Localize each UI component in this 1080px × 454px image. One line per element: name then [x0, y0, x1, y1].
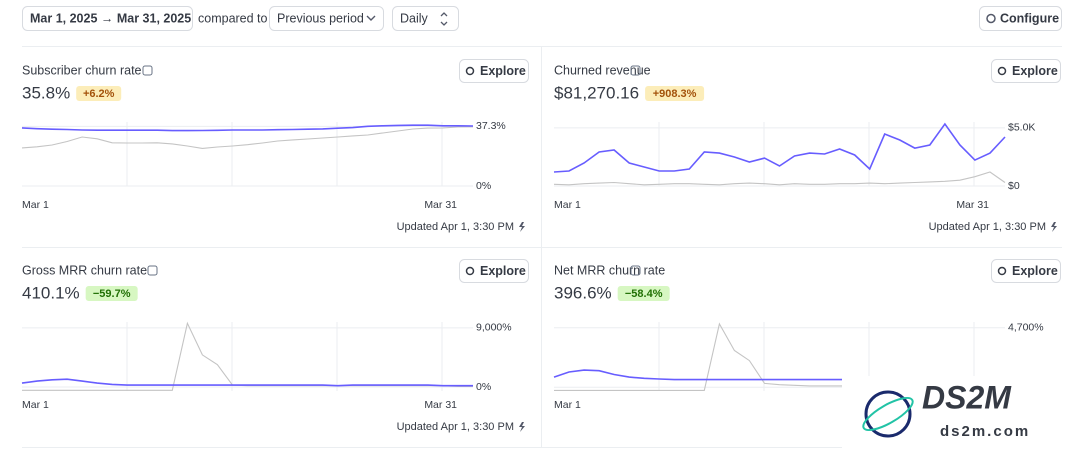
watermark-url: ds2m.com — [940, 423, 1030, 440]
explore: Explore — [1012, 264, 1058, 278]
info-icon — [630, 65, 641, 76]
updown-icon — [440, 12, 448, 26]
watermark: DS2M ds2m.com — [842, 376, 1080, 449]
bolt-icon — [1051, 222, 1057, 232]
y-tick-label: 4,700% — [1008, 321, 1044, 333]
series-line — [21, 378, 473, 387]
y-tick-label: 0% — [476, 180, 491, 192]
updated: Updated Apr 1, 3:30 PM — [397, 221, 514, 233]
toolbar: Mar 1, 2025 → Mar 31, 2025 compared to P… — [22, 6, 1062, 31]
series-line — [553, 171, 1006, 186]
change: −58.4% — [625, 288, 663, 300]
x-tick-label: Mar 1 — [22, 399, 49, 411]
series-line — [553, 122, 1006, 173]
change-badge — [85, 286, 138, 301]
change-badge — [617, 286, 670, 301]
y-tick-label: $0 — [1008, 180, 1020, 192]
gear-icon — [986, 13, 996, 24]
binoculars-icon — [465, 66, 475, 76]
watermark-title: DS2M — [922, 379, 1012, 415]
updated: Updated Apr 1, 3:30 PM — [397, 421, 514, 433]
binoculars-icon — [465, 266, 475, 276]
explore-button[interactable] — [459, 259, 529, 283]
x-tick-label: Mar 31 — [424, 199, 457, 211]
explore-button[interactable] — [991, 259, 1061, 283]
change-badge — [645, 86, 705, 101]
x-tick-label: Mar 31 — [424, 399, 457, 411]
change-badge — [76, 86, 122, 101]
interval: Daily — [400, 11, 429, 25]
configure-button[interactable] — [979, 6, 1062, 31]
explore: Explore — [1012, 64, 1058, 78]
explore-button[interactable] — [459, 59, 529, 83]
bolt-icon — [519, 222, 525, 232]
metric-value: $81,270.16 — [554, 83, 639, 102]
panel-title: Churned revenue — [554, 63, 651, 77]
metric-value: 396.6% — [554, 283, 612, 302]
metric-value: 35.8% — [22, 83, 70, 102]
explore: Explore — [480, 64, 526, 78]
binoculars-icon — [997, 66, 1007, 76]
chevron — [366, 15, 376, 21]
bolt-icon — [519, 422, 525, 432]
y-tick-label: $5.0K — [1008, 122, 1035, 134]
updated: Updated Apr 1, 3:30 PM — [929, 221, 1046, 233]
series-line — [21, 126, 474, 149]
change: +908.3% — [653, 88, 697, 100]
panel: Subscriber churn rate 35.8% +6.2% Explore Up… — [21, 59, 529, 233]
y-tick-label: 37.3% — [476, 120, 506, 132]
metric-value: 410.1% — [22, 283, 80, 302]
x-tick-label: Mar 1 — [554, 399, 581, 411]
x-tick-label: Mar 1 — [554, 199, 581, 211]
y-tick-label: 0% — [476, 381, 491, 393]
interval-select[interactable] — [392, 6, 459, 31]
explore: Explore — [480, 264, 526, 278]
x-tick-label: Mar 31 — [956, 199, 989, 211]
series-line — [22, 321, 473, 391]
change: −59.7% — [93, 288, 131, 300]
watermark-orbit — [862, 396, 914, 432]
panel-title: Net MRR churn rate — [554, 263, 665, 277]
panel: Gross MRR churn rate 410.1% −59.7% Explore U… — [21, 259, 529, 433]
compared-to: compared to — [198, 11, 268, 25]
info-icon — [147, 265, 158, 276]
watermark-bg — [842, 376, 1080, 449]
explore-button[interactable] — [991, 59, 1061, 83]
change: +6.2% — [83, 88, 115, 100]
comparison-select[interactable] — [269, 6, 384, 31]
y-tick-label: 9,000% — [476, 322, 512, 334]
date-range-button[interactable] — [22, 6, 193, 31]
comparison: Previous period — [277, 11, 364, 25]
watermark-logo — [864, 390, 912, 438]
panel-title: Gross MRR churn rate — [22, 263, 147, 277]
info-icon — [630, 265, 641, 276]
panel-title: Subscriber churn rate — [22, 63, 142, 77]
x-tick-label: Mar 1 — [22, 199, 49, 211]
configure: Configure — [1000, 11, 1059, 25]
info-icon — [142, 65, 153, 76]
panel: Churned revenue $81,270.16 +908.3% Explore U… — [553, 59, 1061, 233]
series-line — [21, 124, 474, 132]
panels: Subscriber churn rate 35.8% +6.2% Explore Up… — [21, 59, 1061, 433]
date-range: Mar 1, 2025 → Mar 31, 2025 — [30, 11, 191, 25]
binoculars-icon — [997, 266, 1007, 276]
